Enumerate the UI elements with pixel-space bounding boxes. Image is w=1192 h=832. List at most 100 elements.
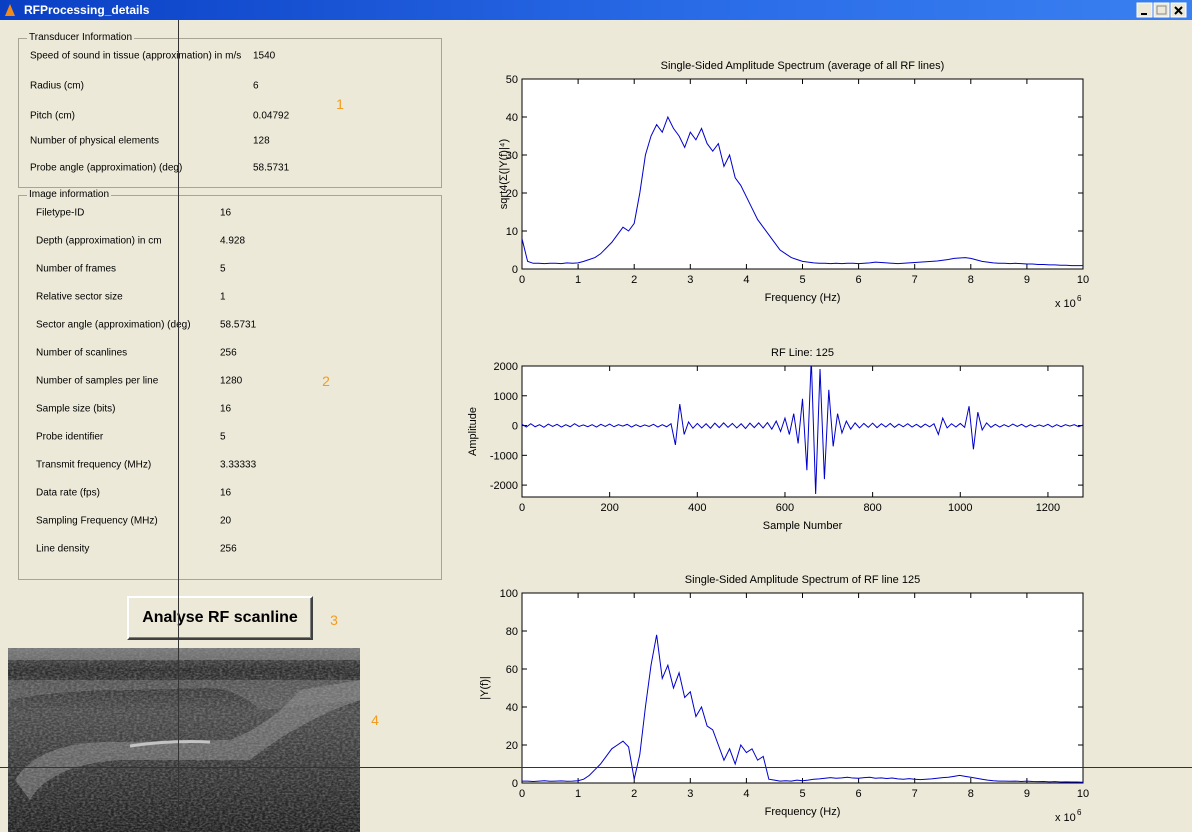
x-tick-label: 8 <box>968 274 974 286</box>
x-scale-exponent: 6 <box>1077 808 1082 817</box>
plot-title: Single-Sided Amplitude Spectrum of RF li… <box>685 574 920 586</box>
y-tick-label: 30 <box>506 150 518 162</box>
x-tick-label: 4 <box>743 788 749 800</box>
y-tick-label: 50 <box>506 74 518 86</box>
field-value: 5 <box>220 263 226 275</box>
field-label: Sampling Frequency (MHz) <box>36 515 158 527</box>
x-tick-label: 10 <box>1077 274 1089 286</box>
field-value: 1280 <box>220 375 243 387</box>
field-value: 128 <box>253 135 270 147</box>
y-axis-label: Amplitude <box>467 407 479 456</box>
x-tick-label: 7 <box>912 788 918 800</box>
y-tick-label: 40 <box>506 112 518 124</box>
x-scale-label: x 10 <box>1055 812 1076 824</box>
field-value: 16 <box>220 403 232 415</box>
x-tick-label: 9 <box>1024 274 1030 286</box>
field-value: 6 <box>253 80 259 92</box>
field-label: Pitch (cm) <box>30 110 75 122</box>
y-tick-label: 0 <box>512 778 518 790</box>
x-tick-label: 400 <box>688 502 706 514</box>
data-line <box>522 366 1083 495</box>
x-tick-label: 0 <box>519 788 525 800</box>
x-axis-label: Sample Number <box>763 520 843 532</box>
title-bar: RFProcessing_details <box>0 0 1192 20</box>
x-scale-exponent: 6 <box>1077 294 1082 303</box>
x-tick-label: 2 <box>631 788 637 800</box>
field-value: 1 <box>220 291 226 303</box>
field-value: 256 <box>220 543 237 555</box>
marker-number: 1 <box>336 96 344 112</box>
x-tick-label: 1 <box>575 274 581 286</box>
y-axis-label: |Y(f)| <box>479 676 491 699</box>
y-tick-label: 0 <box>512 421 518 433</box>
plot-area <box>521 365 1084 498</box>
field-label: Number of frames <box>36 263 117 275</box>
field-label: Relative sector size <box>36 291 123 303</box>
x-tick-label: 0 <box>519 274 525 286</box>
data-line <box>522 634 1083 783</box>
panel-title: Image information <box>27 189 112 200</box>
field-label: Sample size (bits) <box>36 403 116 415</box>
field-value: 3.33333 <box>220 459 257 471</box>
x-tick-label: 1200 <box>1036 502 1060 514</box>
x-tick-label: 1000 <box>948 502 972 514</box>
y-tick-label: 2000 <box>494 361 518 373</box>
x-tick-label: 0 <box>519 502 525 514</box>
x-tick-label: 600 <box>776 502 794 514</box>
y-tick-label: 100 <box>500 588 518 600</box>
y-tick-label: 10 <box>506 226 518 238</box>
field-label: Probe identifier <box>36 431 104 443</box>
plot-title: RF Line: 125 <box>771 347 834 359</box>
field-label: Depth (approximation) in cm <box>36 235 162 247</box>
field-value: 0.04792 <box>253 110 290 122</box>
x-tick-label: 200 <box>600 502 618 514</box>
transducer-panel: Transducer Information <box>18 32 442 188</box>
field-value: 16 <box>220 207 232 219</box>
plot-title: Single-Sided Amplitude Spectrum (average… <box>661 60 945 72</box>
y-tick-label: -2000 <box>490 480 518 492</box>
x-tick-label: 3 <box>687 788 693 800</box>
y-tick-label: 20 <box>506 188 518 200</box>
field-label: Number of samples per line <box>36 375 159 387</box>
x-scale-label: x 10 <box>1055 298 1076 310</box>
title-icons <box>5 2 1187 18</box>
plot-area <box>521 592 1084 784</box>
x-axis-label: Frequency (Hz) <box>765 806 841 818</box>
field-label: Number of physical elements <box>30 135 159 147</box>
x-tick-label: 6 <box>856 788 862 800</box>
y-tick-label: -1000 <box>490 450 518 462</box>
analyse-button[interactable]: Analyse RF scanline <box>127 596 313 640</box>
field-label: Radius (cm) <box>30 80 84 92</box>
x-tick-label: 9 <box>1024 788 1030 800</box>
data-line <box>522 115 1083 267</box>
y-tick-label: 60 <box>506 664 518 676</box>
x-tick-label: 3 <box>687 274 693 286</box>
field-label: Sector angle (approximation) (deg) <box>36 319 191 331</box>
field-value: 4.928 <box>220 235 246 247</box>
y-tick-label: 40 <box>506 702 518 714</box>
y-tick-label: 20 <box>506 740 518 752</box>
image-panel: Image information <box>18 189 442 580</box>
field-value: 5 <box>220 431 226 443</box>
y-tick-label: 80 <box>506 626 518 638</box>
x-tick-label: 2 <box>631 274 637 286</box>
field-value: 256 <box>220 347 237 359</box>
x-tick-label: 7 <box>912 274 918 286</box>
y-axis-label: sqrt4(Σ(|Y(f)|⁴) <box>498 139 510 209</box>
field-value: 58.5731 <box>253 162 290 174</box>
field-value: 58.5731 <box>220 319 257 331</box>
window-title: RFProcessing_details <box>24 3 150 17</box>
field-label: Number of scanlines <box>36 347 128 359</box>
y-tick-label: 0 <box>512 264 518 276</box>
field-label: Filetype-ID <box>36 207 85 219</box>
x-tick-label: 10 <box>1077 788 1089 800</box>
marker-number: 3 <box>330 612 338 628</box>
field-label: Data rate (fps) <box>36 487 100 499</box>
field-value: 1540 <box>253 50 276 62</box>
panel-title: Transducer Information <box>27 32 135 43</box>
